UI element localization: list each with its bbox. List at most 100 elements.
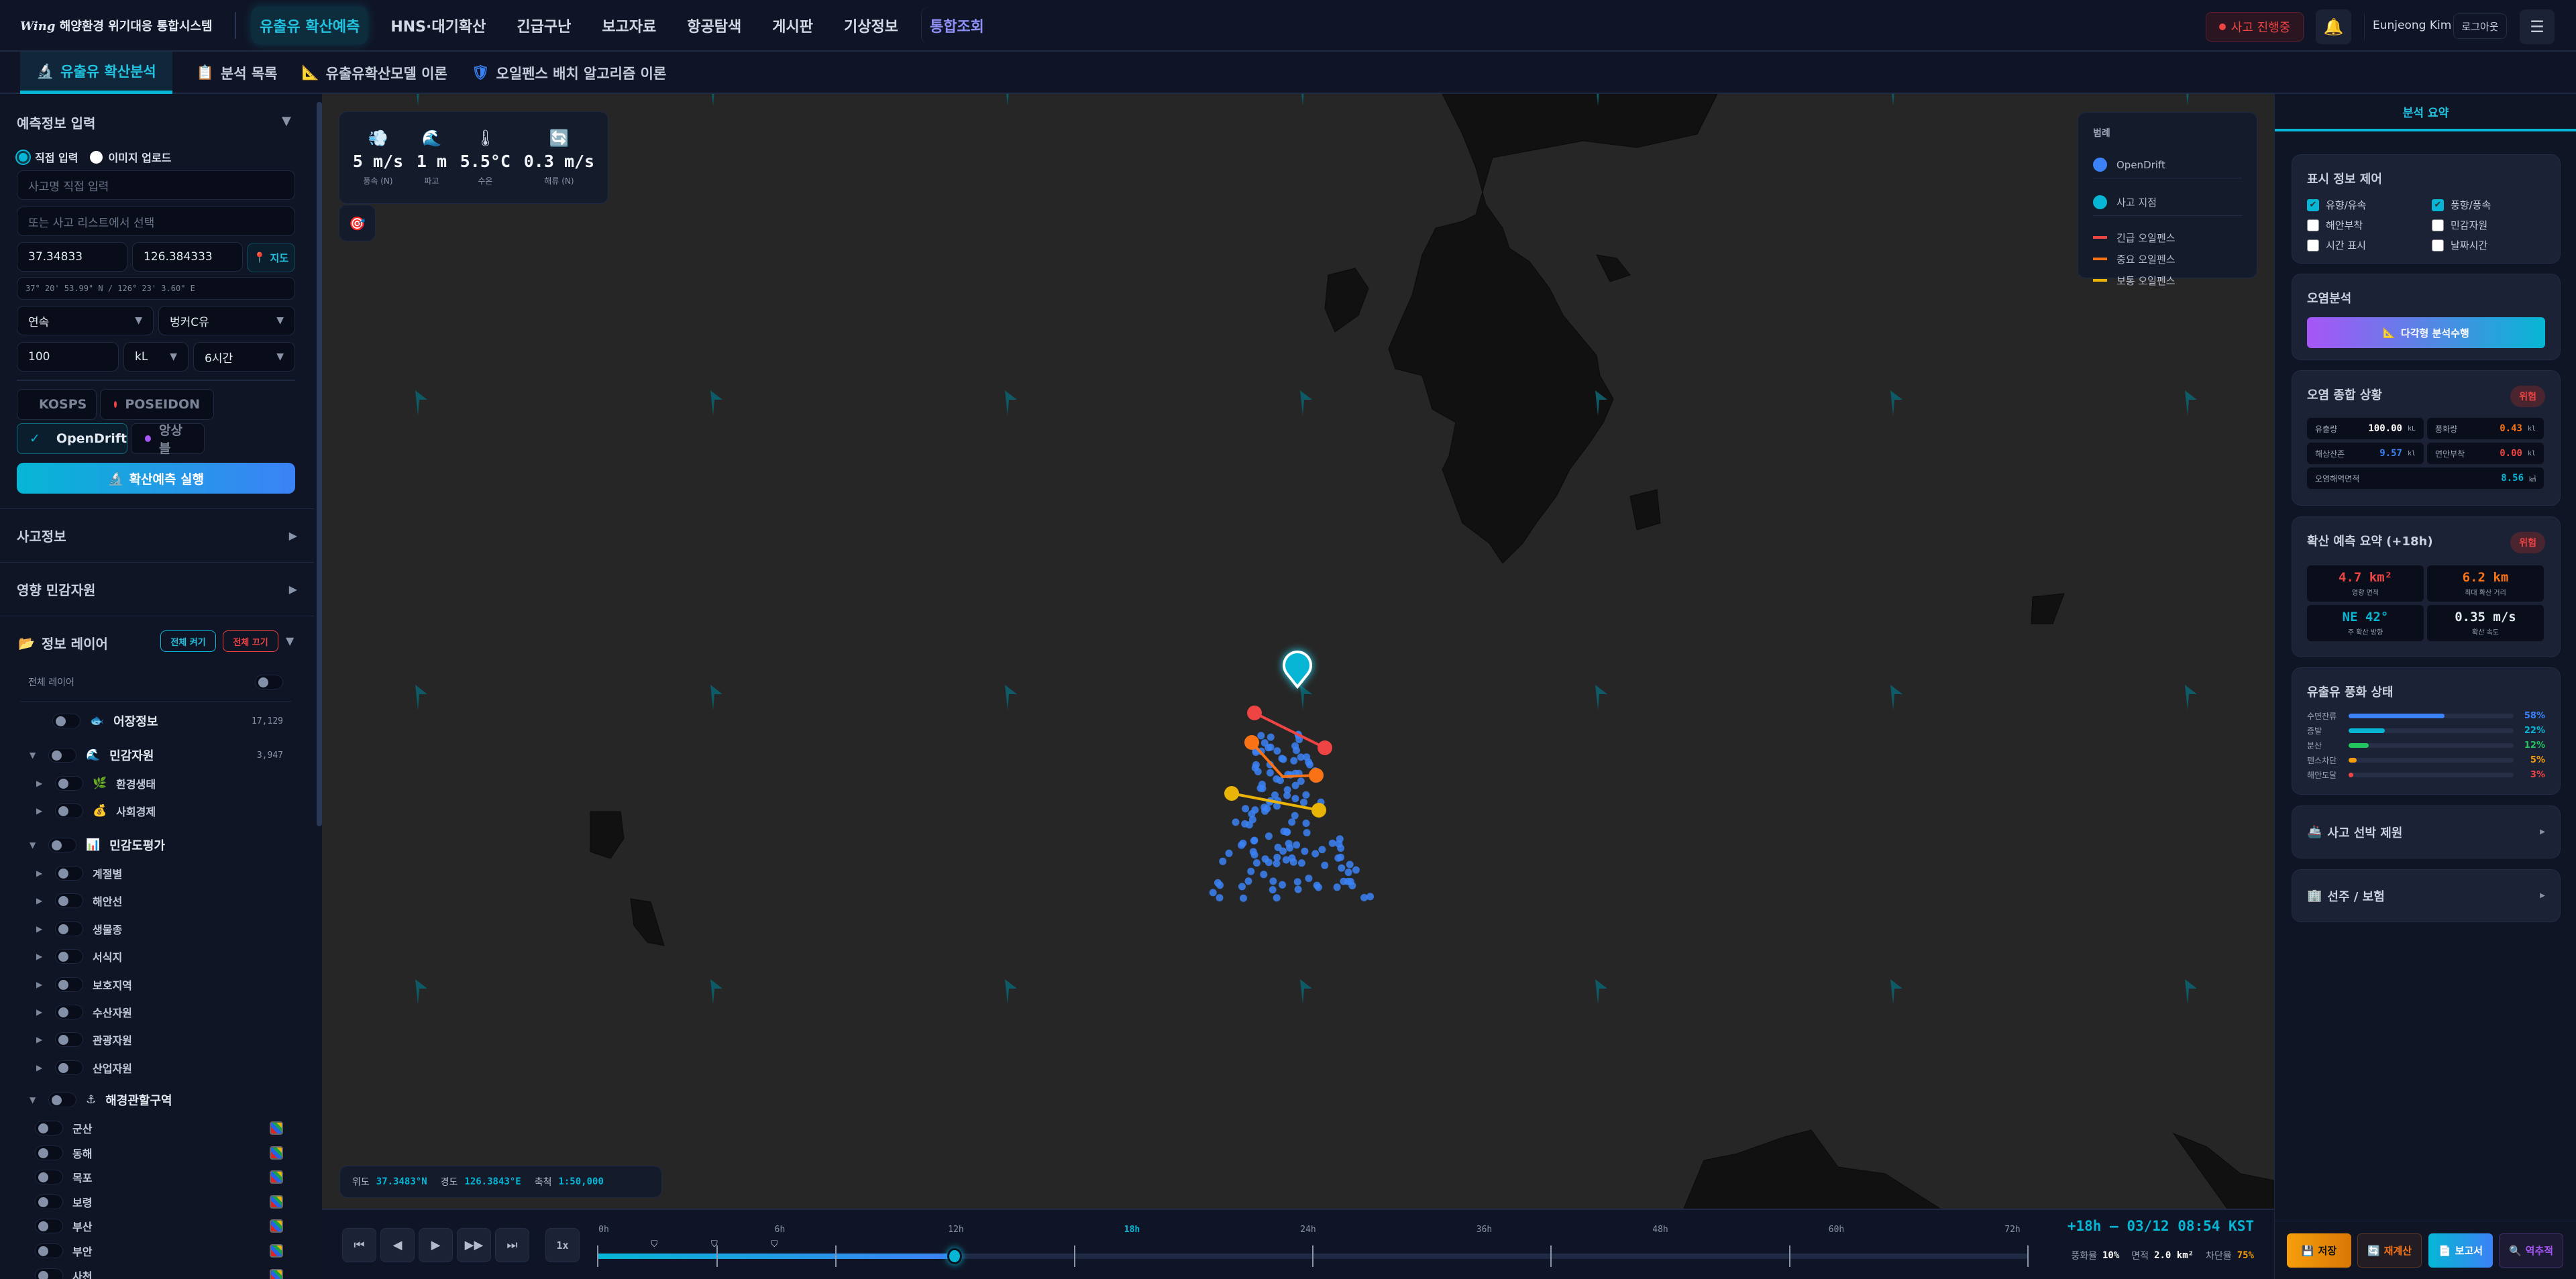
caret-right-icon[interactable]: ▶	[36, 924, 43, 934]
caret-right-icon[interactable]: ▶	[36, 1007, 43, 1017]
model-poseidon[interactable]: POSEIDON	[100, 389, 214, 420]
timeline-label[interactable]: 36h	[1476, 1225, 1493, 1235]
layer-toggle[interactable]	[35, 1243, 63, 1258]
polygon-analysis-button[interactable]: 📐 다각형 분석수행	[2307, 317, 2545, 348]
incident-select-input[interactable]: 또는 사고 리스트에서 선택	[17, 207, 295, 236]
caret-down-icon[interactable]: ▼	[30, 840, 36, 850]
longitude-input[interactable]: 126.384333	[132, 242, 243, 272]
display-checkbox[interactable]: 시간 표시	[2307, 238, 2432, 252]
model-kosps[interactable]: KOSPS	[17, 389, 97, 420]
color-swatch-icon[interactable]	[270, 1170, 283, 1184]
timeline-thumb[interactable]	[947, 1248, 962, 1264]
unit-select[interactable]: kL ▼	[123, 342, 189, 372]
checkbox-empty-icon[interactable]	[2432, 239, 2444, 252]
app-logo[interactable]: Wing 해양환경 위기대응 통합시스템	[20, 19, 213, 34]
radio-image-upload[interactable]: 이미지 업로드	[90, 149, 171, 165]
layer-toggle[interactable]	[55, 921, 83, 936]
oil-fence-anchor[interactable]	[1247, 706, 1262, 720]
nav-reports[interactable]: 보고자료	[602, 19, 657, 36]
display-checkbox[interactable]: 해안부착	[2307, 218, 2432, 232]
sidebar-scrollbar[interactable]	[315, 94, 322, 1279]
timeline-label[interactable]: 24h	[1300, 1225, 1316, 1235]
nav-rescue[interactable]: 긴급구난	[517, 19, 572, 36]
run-prediction-button[interactable]: 🔬 확산예측 실행	[17, 463, 295, 494]
checkbox-empty-icon[interactable]	[2307, 239, 2319, 252]
all-layers-on-button[interactable]: 전체 켜기	[160, 630, 216, 652]
map-pick-button[interactable]: 📍 지도	[247, 243, 295, 272]
menu-button[interactable]: ☰	[2520, 9, 2555, 44]
skip-end-button[interactable]: ⏭	[495, 1228, 529, 1262]
layer-toggle[interactable]	[48, 1093, 76, 1107]
scrollbar-thumb[interactable]	[317, 102, 322, 826]
timeline-label[interactable]: 48h	[1652, 1225, 1668, 1235]
tab-analysis-list[interactable]: 📋 분석 목록	[196, 64, 278, 82]
caret-right-icon[interactable]: ▶	[36, 979, 43, 989]
speed-button[interactable]: 1x	[545, 1228, 580, 1262]
checkbox-checked-icon[interactable]: ✔	[2432, 199, 2444, 211]
model-opendrift[interactable]: ✓ OpenDrift	[17, 423, 127, 454]
latitude-input[interactable]: 37.34833	[17, 242, 127, 272]
nav-board[interactable]: 게시판	[772, 19, 813, 36]
nav-weather[interactable]: 기상정보	[843, 19, 898, 36]
timeline-label[interactable]: 0h	[598, 1225, 609, 1235]
collapse-icon[interactable]: ▼	[282, 114, 291, 128]
nav-aerial[interactable]: 항공탐색	[687, 19, 742, 36]
color-swatch-icon[interactable]	[270, 1121, 283, 1135]
nav-integrated[interactable]: 통합조회	[920, 7, 992, 44]
color-swatch-icon[interactable]	[270, 1219, 283, 1233]
amount-input[interactable]: 100	[17, 342, 119, 372]
caret-down-icon[interactable]: ▼	[30, 1095, 36, 1105]
tab-oilfence-theory[interactable]: 🛡 오일펜스 배치 알고리즘 이론	[471, 64, 667, 82]
layer-toggle[interactable]	[55, 977, 83, 992]
oil-fence-anchor[interactable]	[1224, 786, 1239, 801]
checkbox-empty-icon[interactable]	[2307, 219, 2319, 231]
release-type-select[interactable]: 연속 ▼	[17, 306, 154, 335]
timeline-track[interactable]	[597, 1245, 2029, 1267]
radio-direct-input[interactable]: 직접 입력	[17, 149, 78, 165]
tab-model-theory[interactable]: 📐 유출유확산모델 이론	[301, 64, 447, 82]
skip-start-button[interactable]: ⏮	[342, 1228, 376, 1262]
location-pin-icon[interactable]	[1283, 651, 1312, 689]
oil-fence-anchor[interactable]	[1311, 803, 1326, 818]
layer-toggle[interactable]	[35, 1145, 63, 1160]
timeline-label[interactable]: 72h	[2004, 1225, 2021, 1235]
layer-toggle[interactable]	[55, 1032, 83, 1048]
oil-fence-line[interactable]	[1231, 792, 1320, 812]
layer-toggle[interactable]	[48, 838, 76, 852]
backtrack-button[interactable]: 🔍 역추적	[2499, 1233, 2563, 1268]
layer-toggle[interactable]	[55, 866, 83, 881]
incident-status-button[interactable]: 사고 진행중	[2206, 12, 2304, 42]
color-swatch-icon[interactable]	[270, 1194, 283, 1209]
oil-fence-anchor[interactable]	[1318, 740, 1332, 755]
timeline-label[interactable]: 12h	[948, 1225, 964, 1235]
checkbox-checked-icon[interactable]: ✔	[2307, 199, 2319, 211]
layer-toggle[interactable]	[52, 714, 80, 728]
display-checkbox[interactable]: ✔ 풍향/풍속	[2432, 198, 2557, 212]
checkbox-empty-icon[interactable]	[2432, 219, 2444, 231]
layer-toggle[interactable]	[48, 748, 76, 763]
oil-type-select[interactable]: 벙커C유 ▼	[158, 306, 295, 335]
map-canvas[interactable]: 💨 5 m/s 풍속 (N) 🌊 1 m 파고 🌡 5.5°C 수온 🔄 0.3 m/s 해류 (N)…	[322, 94, 2274, 1209]
display-checkbox[interactable]: 날짜시간	[2432, 238, 2557, 252]
color-swatch-icon[interactable]	[270, 1244, 283, 1258]
display-checkbox[interactable]: 민감자원	[2432, 218, 2557, 232]
layer-toggle[interactable]	[35, 1121, 63, 1135]
step-forward-button[interactable]: ▶▶	[457, 1228, 491, 1262]
layer-toggle[interactable]	[35, 1194, 63, 1209]
logout-button[interactable]: 로그아웃	[2453, 13, 2507, 39]
display-checkbox[interactable]: ✔ 유향/유속	[2307, 198, 2432, 212]
layer-toggle[interactable]	[55, 1060, 83, 1075]
color-swatch-icon[interactable]	[270, 1268, 283, 1279]
timeline-label[interactable]: 6h	[774, 1225, 786, 1235]
caret-right-icon[interactable]: ▶	[36, 869, 43, 878]
oil-fence-line[interactable]	[1254, 712, 1326, 749]
layer-toggle[interactable]	[55, 776, 83, 791]
timeline-label[interactable]: 60h	[1828, 1225, 1845, 1235]
color-swatch-icon[interactable]	[270, 1146, 283, 1160]
layer-toggle[interactable]	[55, 1005, 83, 1019]
layer-toggle[interactable]	[35, 1268, 63, 1279]
all-layers-off-button[interactable]: 전체 끄기	[223, 630, 278, 652]
nav-hns[interactable]: HNS·대기확산	[390, 19, 486, 36]
caret-right-icon[interactable]: ▶	[36, 896, 43, 906]
fence-marker-icon[interactable]: ⛉	[651, 1239, 658, 1249]
